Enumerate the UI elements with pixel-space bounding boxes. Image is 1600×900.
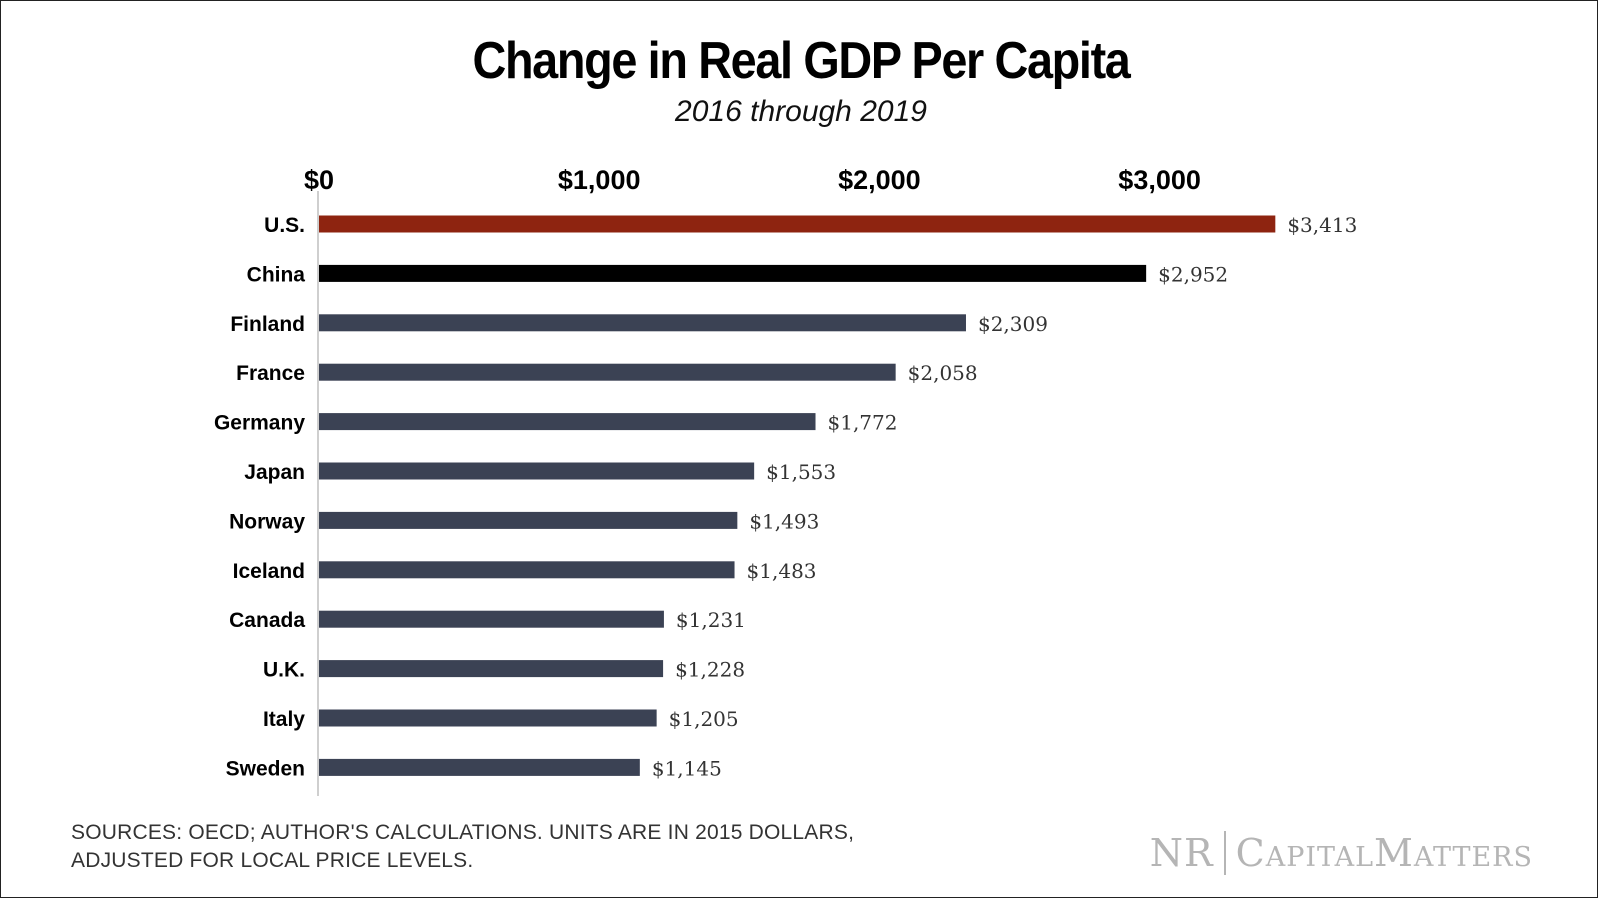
publisher-logo: NR CapitalMatters — [1150, 831, 1533, 875]
bar — [319, 610, 664, 628]
x-tick-label: $1,000 — [558, 165, 641, 195]
logo-divider — [1223, 831, 1226, 875]
bar — [319, 215, 1276, 233]
data-label: $1,228 — [675, 658, 745, 682]
x-tick-label: $0 — [304, 165, 334, 195]
bar — [319, 314, 966, 332]
data-label: $1,493 — [749, 509, 819, 533]
category-label: Iceland — [233, 560, 305, 583]
bar — [319, 758, 640, 776]
data-label: $1,145 — [652, 756, 722, 780]
bar — [319, 264, 1147, 282]
chart-title: Change in Real GDP Per Capita — [472, 32, 1131, 90]
data-label: $3,413 — [1287, 213, 1357, 237]
bar — [319, 462, 755, 480]
source-note: SOURCES: OECD; AUTHOR'S CALCULATIONS. UN… — [71, 819, 854, 875]
category-label: U.S. — [264, 214, 305, 237]
logo-brand: CapitalMatters — [1235, 831, 1533, 875]
bar — [319, 413, 816, 431]
category-label: Canada — [229, 609, 305, 632]
bar — [319, 561, 735, 579]
category-label: France — [236, 362, 305, 385]
data-label: $1,553 — [766, 460, 836, 484]
category-label: Germany — [214, 412, 305, 435]
category-label: Sweden — [226, 757, 305, 780]
source-line-1: SOURCES: OECD; AUTHOR'S CALCULATIONS. UN… — [71, 821, 855, 844]
data-label: $1,231 — [676, 608, 746, 632]
data-label: $2,058 — [908, 361, 978, 385]
bar — [319, 363, 896, 381]
data-label: $1,483 — [747, 559, 817, 583]
data-label: $1,205 — [669, 707, 739, 731]
bar — [319, 511, 738, 529]
category-label: U.K. — [263, 659, 305, 682]
category-label: Italy — [263, 708, 305, 731]
chart-subtitle: 2016 through 2019 — [675, 95, 927, 128]
data-label: $1,772 — [828, 411, 898, 435]
data-label: $2,309 — [978, 312, 1048, 336]
category-label: Japan — [244, 461, 305, 484]
category-label: China — [247, 263, 306, 286]
logo-nr: NR — [1149, 831, 1214, 875]
x-tick-label: $3,000 — [1118, 165, 1201, 195]
bar — [319, 709, 657, 727]
data-label: $2,952 — [1158, 262, 1228, 286]
source-line-2: ADJUSTED FOR LOCAL PRICE LEVELS. — [71, 849, 474, 872]
category-label: Finland — [230, 313, 305, 336]
category-label: Norway — [229, 510, 305, 533]
bar — [319, 660, 664, 678]
x-tick-label: $2,000 — [838, 165, 921, 195]
